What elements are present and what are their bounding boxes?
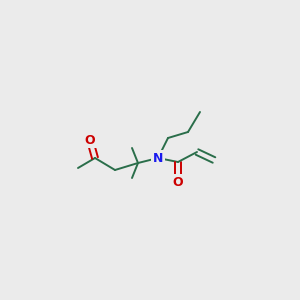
Text: N: N <box>153 152 163 164</box>
Text: O: O <box>173 176 183 188</box>
Text: O: O <box>85 134 95 146</box>
